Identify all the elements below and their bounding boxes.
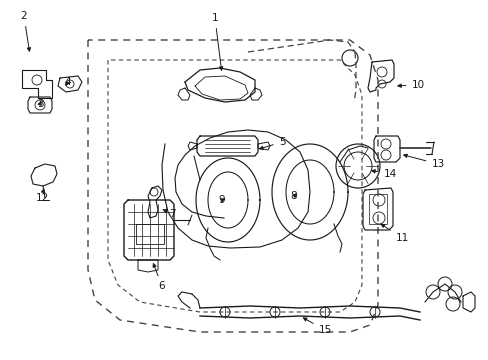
Text: 5: 5: [259, 137, 285, 149]
Text: 1: 1: [211, 13, 223, 70]
Bar: [368, 194, 386, 224]
Text: 7: 7: [163, 209, 175, 219]
Text: 4: 4: [64, 77, 71, 87]
Text: 13: 13: [403, 154, 444, 169]
Bar: [136, 224, 163, 244]
Text: 10: 10: [397, 80, 424, 90]
Text: 3: 3: [37, 99, 43, 109]
Text: 15: 15: [303, 318, 331, 335]
Text: 9: 9: [218, 195, 225, 205]
Text: 6: 6: [153, 264, 165, 291]
Text: 8: 8: [290, 191, 297, 201]
Text: 11: 11: [381, 224, 408, 243]
Text: 14: 14: [371, 169, 396, 179]
Text: 2: 2: [20, 11, 30, 51]
Text: 12: 12: [35, 189, 48, 203]
